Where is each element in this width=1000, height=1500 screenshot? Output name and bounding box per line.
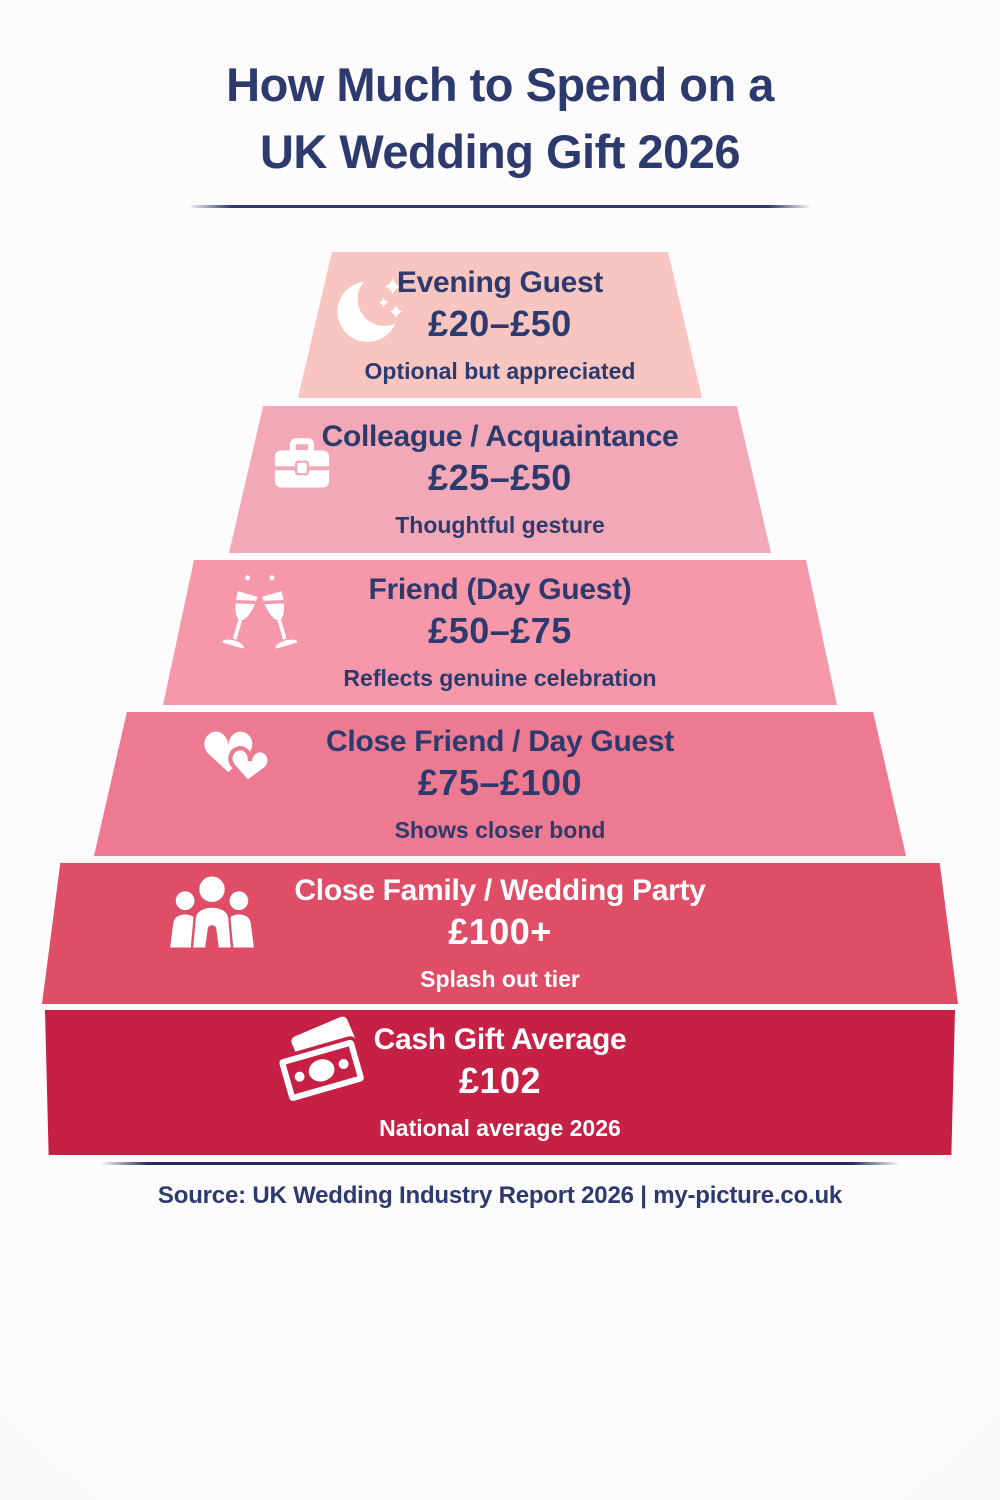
tier-text-block: Colleague / Acquaintance £25–£50 Thought…: [229, 406, 771, 553]
tier-note: Reflects genuine celebration: [343, 665, 657, 691]
tier-amount: £75–£100: [417, 761, 583, 803]
tier-label: Cash Gift Average: [373, 1023, 627, 1056]
tier-note: Thoughtful gesture: [395, 512, 605, 538]
tier-text-block: Close Family / Wedding Party £100+ Splas…: [42, 863, 958, 1004]
tier-amount: £25–£50: [428, 457, 572, 498]
tier-note: Splash out tier: [420, 966, 580, 992]
pyramid-tier-close-family: Close Family / Wedding Party £100+ Splas…: [42, 863, 958, 1004]
briefcase-icon: [269, 432, 335, 498]
pyramid-tier-cash-average: Cash Gift Average £102 National average …: [45, 1010, 955, 1155]
pyramid-tier-close-friend: Close Friend / Day Guest £75–£100 Shows …: [94, 712, 906, 856]
tier-amount: £102: [458, 1060, 542, 1101]
page-title: How Much to Spend on a UK Wedding Gift 2…: [0, 52, 1000, 185]
page-title-line2: UK Wedding Gift 2026: [259, 124, 741, 178]
title-divider-line: [188, 205, 812, 208]
pyramid-tier-friend: Friend (Day Guest) £50–£75 Reflects genu…: [163, 560, 837, 705]
pyramid-tier-evening-guest: Evening Guest £20–£50 Optional but appre…: [298, 252, 702, 398]
tier-amount: £20–£50: [428, 302, 572, 344]
crescent-moon-icon: [334, 268, 418, 352]
page-title-line1: How Much to Spend on a: [226, 58, 774, 111]
source-attribution: Source: UK Wedding Industry Report 2026 …: [157, 1182, 843, 1209]
pyramid-tier-colleague: Colleague / Acquaintance £25–£50 Thought…: [229, 406, 771, 553]
tier-label: Close Friend / Day Guest: [326, 724, 674, 758]
tier-label: Colleague / Acquaintance: [321, 420, 679, 453]
tier-text-block: Cash Gift Average £102 National average …: [45, 1010, 955, 1155]
footer-divider-line: [100, 1162, 900, 1165]
tier-note: Shows closer bond: [394, 816, 606, 843]
tier-label: Friend (Day Guest): [368, 573, 632, 606]
tier-amount: £100+: [448, 911, 552, 952]
tier-label: Evening Guest: [396, 265, 604, 299]
cash-icon: [271, 1012, 375, 1116]
tier-text-block: Evening Guest £20–£50 Optional but appre…: [298, 252, 702, 398]
tier-text-block: Close Friend / Day Guest £75–£100 Shows …: [94, 712, 906, 856]
tier-label: Close Family / Wedding Party: [294, 874, 706, 907]
champagne-glasses-icon: [219, 572, 303, 656]
double-hearts-icon: [194, 724, 282, 812]
tier-note: National average 2026: [379, 1115, 621, 1141]
tier-amount: £50–£75: [428, 610, 572, 651]
family-icon: [164, 871, 260, 967]
tier-note: Optional but appreciated: [364, 357, 636, 384]
tier-text-block: Friend (Day Guest) £50–£75 Reflects genu…: [163, 560, 837, 705]
